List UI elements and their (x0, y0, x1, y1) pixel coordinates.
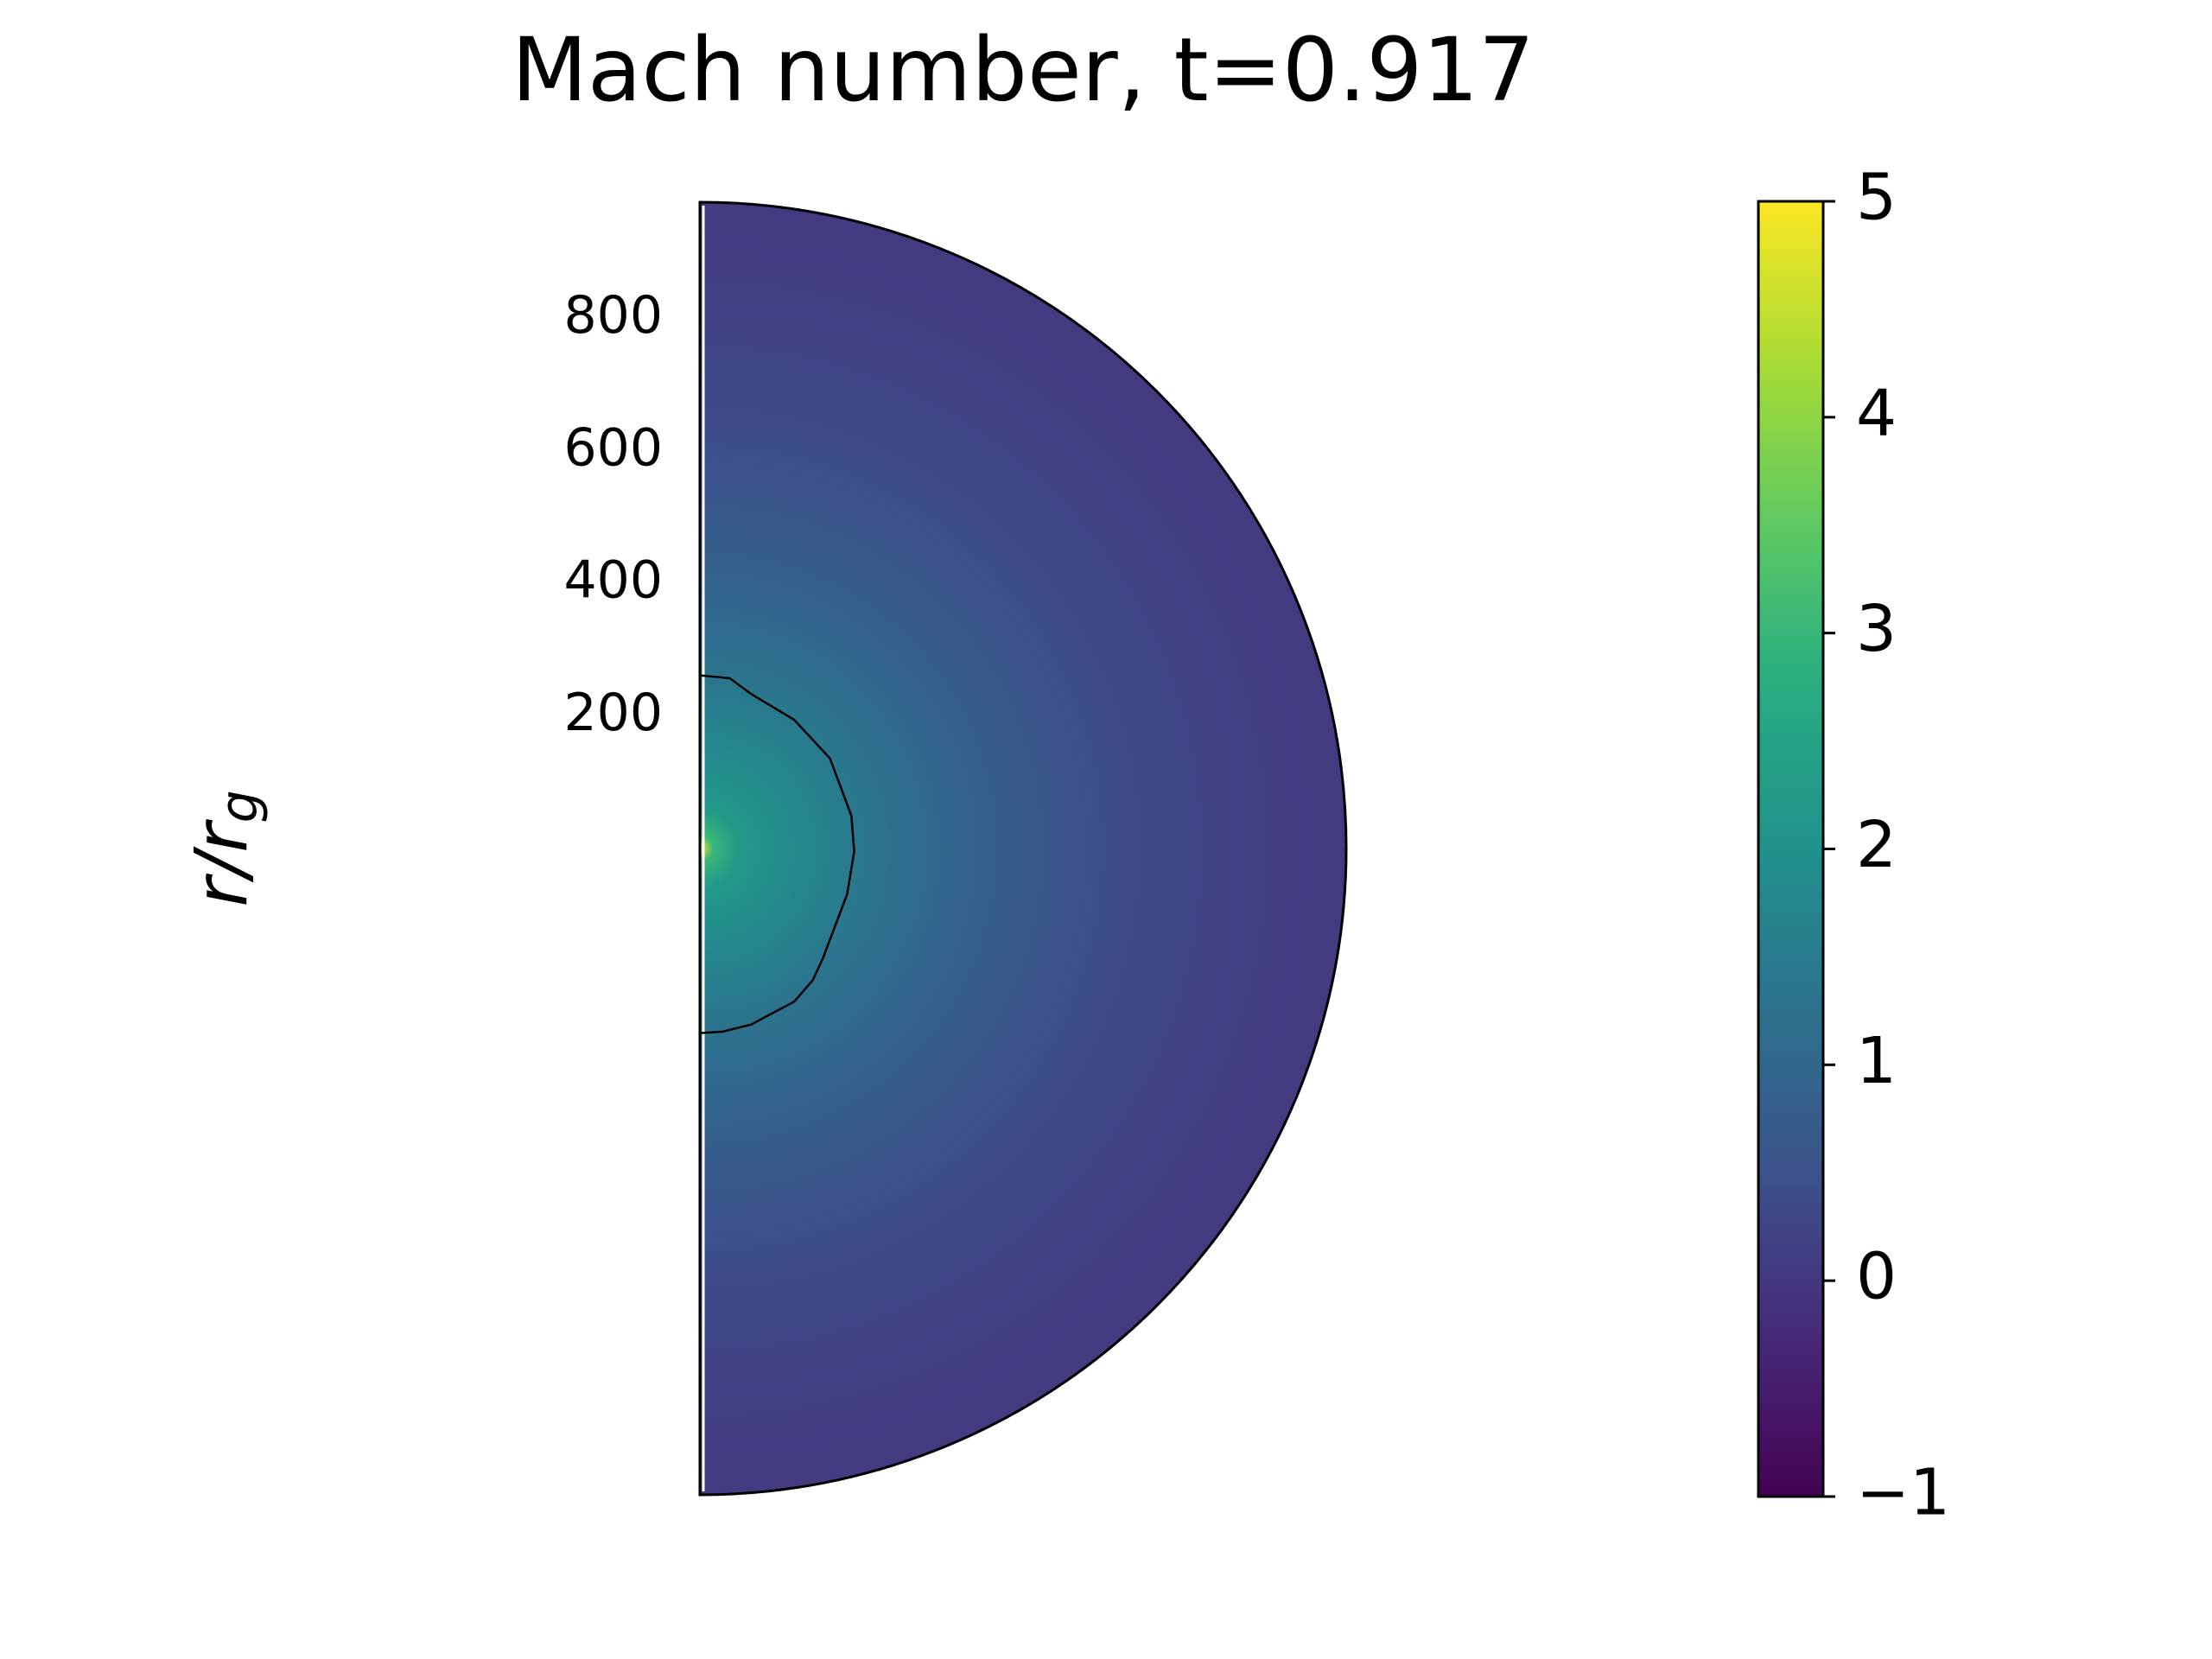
r-tick-label: 600 (563, 417, 663, 478)
colorbar-tick-label: 4 (1856, 376, 1897, 450)
colorbar-tick-label: 3 (1856, 592, 1897, 666)
colorbar-tick-label: 5 (1856, 161, 1897, 235)
y-axis-label-text: r/rg (179, 790, 270, 906)
colorbar-tick-label: 0 (1856, 1240, 1897, 1314)
colorbar (1757, 200, 1825, 1498)
chart-title: Mach number, t=0.917 (512, 19, 1535, 122)
y-axis-label: r/rg (179, 790, 270, 906)
r-tick-label: 200 (563, 683, 663, 743)
colorbar-tick-label: 1 (1856, 1024, 1897, 1098)
contour (699, 674, 855, 1034)
r-tick-label: 400 (563, 550, 663, 611)
colorbar-tick-label: −1 (1856, 1456, 1950, 1530)
r-tick-label: 800 (563, 285, 663, 346)
field (698, 200, 1348, 1497)
colorbar-tick-label: 2 (1856, 808, 1897, 882)
